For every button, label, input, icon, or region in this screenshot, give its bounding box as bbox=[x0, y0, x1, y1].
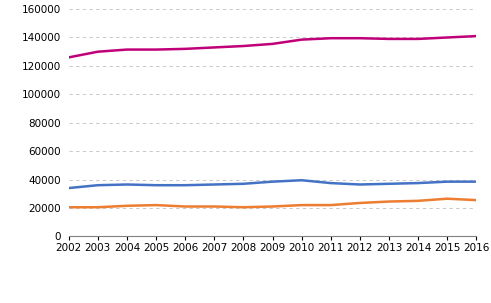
Students bbox=[473, 34, 479, 38]
Students bbox=[299, 38, 304, 42]
New students bbox=[95, 183, 101, 187]
Degrees bbox=[153, 203, 159, 207]
Students bbox=[66, 55, 72, 59]
New students bbox=[444, 180, 450, 184]
Students bbox=[357, 36, 363, 40]
Degrees bbox=[299, 203, 304, 207]
New students bbox=[66, 186, 72, 190]
Degrees bbox=[211, 205, 217, 208]
Degrees bbox=[270, 205, 275, 208]
New students bbox=[299, 178, 304, 182]
Degrees bbox=[357, 201, 363, 205]
Degrees bbox=[124, 204, 130, 208]
Degrees bbox=[473, 198, 479, 202]
Line: Students: Students bbox=[69, 36, 476, 57]
Students bbox=[95, 50, 101, 54]
New students bbox=[415, 181, 421, 185]
Students bbox=[153, 48, 159, 52]
Students bbox=[211, 46, 217, 49]
New students bbox=[357, 183, 363, 186]
New students bbox=[124, 183, 130, 186]
New students bbox=[386, 182, 392, 186]
Degrees bbox=[95, 205, 101, 209]
Degrees bbox=[415, 199, 421, 203]
New students bbox=[182, 183, 188, 187]
Students bbox=[182, 47, 188, 51]
New students bbox=[153, 183, 159, 187]
Students bbox=[386, 37, 392, 41]
New students bbox=[328, 181, 334, 185]
Degrees bbox=[386, 200, 392, 203]
Students bbox=[270, 42, 275, 46]
New students bbox=[473, 180, 479, 184]
Students bbox=[328, 36, 334, 40]
New students bbox=[270, 180, 275, 184]
Degrees bbox=[328, 203, 334, 207]
Students bbox=[241, 44, 246, 48]
Students bbox=[415, 37, 421, 41]
Degrees bbox=[241, 205, 246, 209]
New students bbox=[241, 182, 246, 186]
New students bbox=[211, 183, 217, 186]
Degrees bbox=[66, 205, 72, 209]
Line: Degrees: Degrees bbox=[69, 199, 476, 207]
Degrees bbox=[444, 197, 450, 201]
Students bbox=[124, 48, 130, 52]
Students bbox=[444, 36, 450, 39]
Line: New students: New students bbox=[69, 180, 476, 188]
Degrees bbox=[182, 205, 188, 208]
